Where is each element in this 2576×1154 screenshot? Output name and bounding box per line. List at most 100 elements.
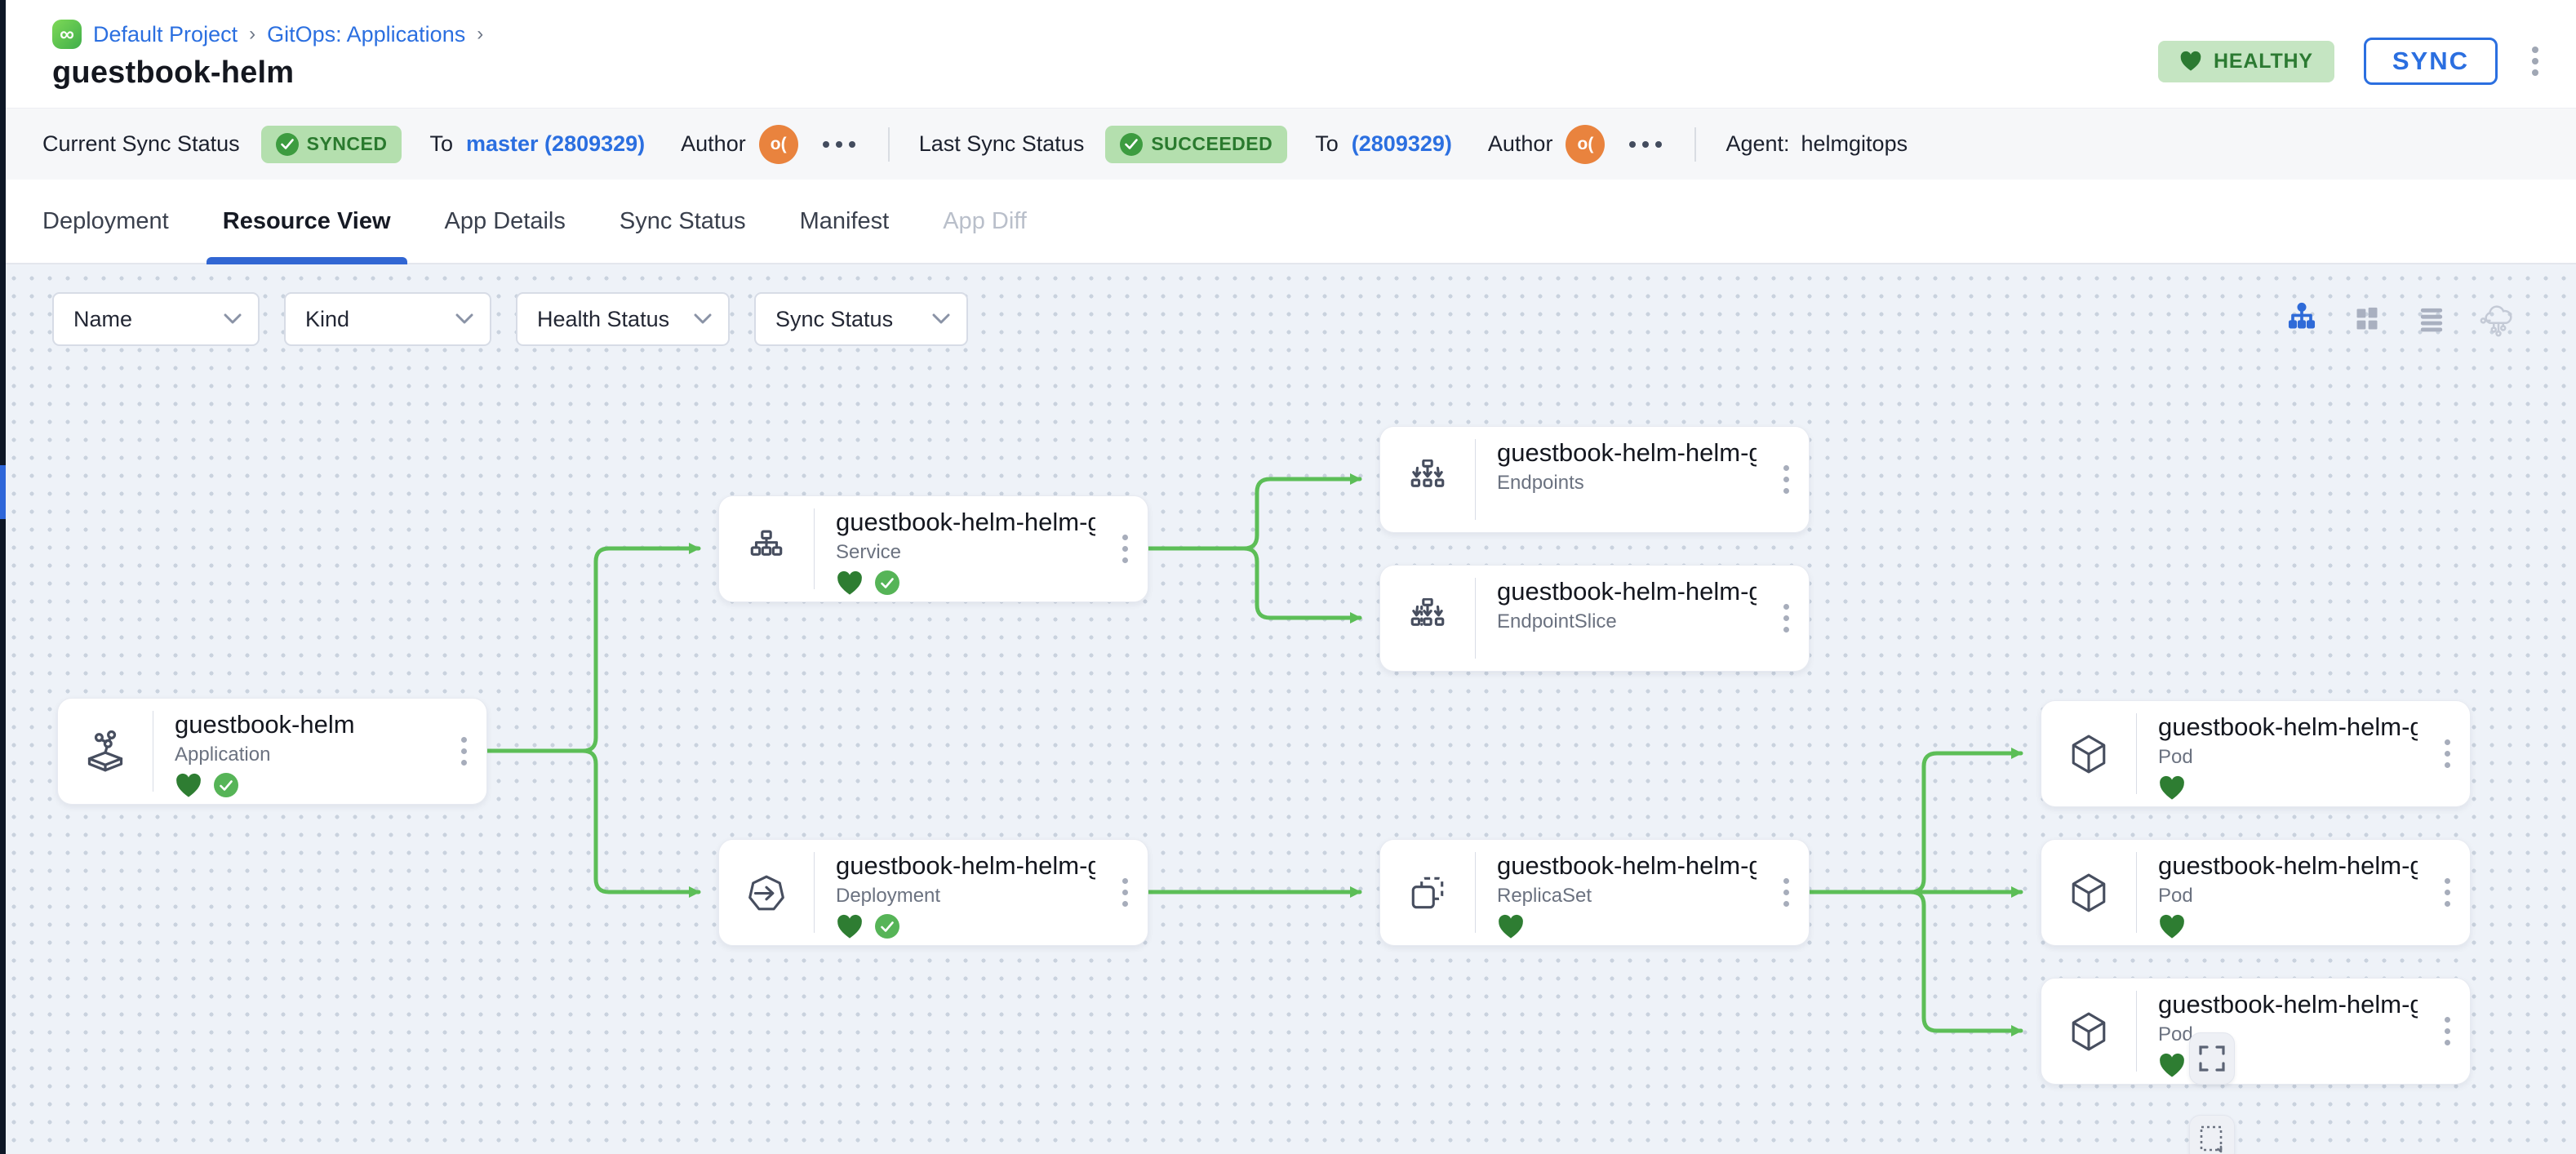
graph-edges [485,473,2023,1036]
node-title: guestbook-helm-helm-g... [836,851,1095,880]
breadcrumb-applications-link[interactable]: GitOps: Applications [267,21,466,47]
node-kebab-menu-icon[interactable] [2424,840,2470,945]
kebab-menu-icon[interactable] [2527,42,2543,81]
filter-sync-status-dropdown[interactable]: Sync Status [754,292,968,346]
node-kebab-menu-icon[interactable] [2424,979,2470,1084]
tab-app-details[interactable]: App Details [444,207,566,234]
tab-app-diff[interactable]: App Diff [943,207,1027,234]
node-kind: Endpoints [1497,472,1584,494]
filter-kind-dropdown[interactable]: Kind [284,292,491,346]
collapsed-sidebar[interactable] [0,0,6,1154]
tab-sync-status[interactable]: Sync Status [619,207,746,234]
agent-label: Agent: [1725,131,1790,156]
succeeded-badge: SUCCEEDED [1105,125,1288,163]
marquee-select-icon [2200,1125,2223,1153]
healthy-heart-icon [176,773,201,797]
app-status-bar: Current Sync Status SYNCED To master (28… [0,108,2576,180]
node-kebab-menu-icon[interactable] [1763,566,1809,671]
filter-label: Kind [305,306,350,331]
cloud-view-icon[interactable] [2480,300,2517,338]
node-kebab-menu-icon[interactable] [1763,840,1809,945]
node-title: guestbook-helm-helm-g... [1497,577,1757,606]
node-pod[interactable]: guestbook-helm-helm-g... Pod [2041,700,2471,807]
marquee-select-button[interactable] [2189,1115,2235,1154]
filter-row: Name Kind Health Status Sync Status [52,292,968,346]
node-title: guestbook-helm-helm-g... [2158,851,2418,880]
node-replicaset[interactable]: guestbook-helm-helm-g... ReplicaSet [1379,839,1810,946]
check-circle-icon [275,132,299,156]
divider [1694,126,1697,162]
node-pod[interactable]: guestbook-helm-helm-g... Pod [2041,839,2471,946]
tab-manifest[interactable]: Manifest [799,207,890,234]
application-icon [58,699,153,804]
tab-deployment[interactable]: Deployment [42,207,169,234]
filter-label: Health Status [537,306,670,331]
node-kind: Deployment [836,885,941,907]
succeeded-badge-label: SUCCEEDED [1151,133,1273,154]
synced-check-icon [875,914,899,939]
node-title: guestbook-helm-helm-g... [1497,438,1757,467]
last-sync-label: Last Sync Status [918,131,1085,156]
chevron-down-icon [455,313,473,324]
grid-view-icon[interactable] [2351,303,2383,335]
node-endpointslice[interactable]: guestbook-helm-helm-g... EndpointSlice [1379,565,1810,672]
fit-to-screen-button[interactable] [2189,1032,2235,1085]
node-kind: Pod [2158,746,2193,768]
sync-button[interactable]: SYNC [2363,38,2498,85]
filter-health-status-dropdown[interactable]: Health Status [516,292,730,346]
current-sync-label: Current Sync Status [42,131,240,156]
node-deployment[interactable]: guestbook-helm-helm-g... Deployment [718,839,1148,946]
node-application[interactable]: guestbook-helm Application [57,698,487,805]
agent-value: helmgitops [1801,131,1908,156]
health-badge-label: HEALTHY [2214,49,2313,73]
node-title: guestbook-helm-helm-g... [836,508,1095,536]
node-kebab-menu-icon[interactable] [1102,840,1148,945]
last-commit-link[interactable]: (2809329) [1351,131,1452,156]
divider [1475,852,1476,933]
to-label: To [1315,131,1339,156]
resource-graph-canvas[interactable]: Name Kind Health Status Sync Status [0,264,2576,1154]
divider [1475,439,1476,520]
filter-label: Sync Status [775,306,894,331]
node-service[interactable]: guestbook-helm-helm-g... Service [718,495,1148,602]
more-commit-info-icon[interactable] [1626,138,1665,151]
breadcrumb: ∞ Default Project › GitOps: Applications… [52,0,2576,49]
filter-label: Name [73,306,133,331]
node-kebab-menu-icon[interactable] [441,699,486,804]
synced-badge-label: SYNCED [306,133,388,154]
node-kebab-menu-icon[interactable] [1763,427,1809,532]
list-view-icon[interactable] [2414,302,2449,336]
node-endpoints[interactable]: guestbook-helm-helm-g... Endpoints [1379,426,1810,533]
node-kebab-menu-icon[interactable] [2424,701,2470,806]
synced-check-icon [214,773,238,797]
filter-name-dropdown[interactable]: Name [52,292,260,346]
tab-resource-view[interactable]: Resource View [206,180,407,264]
author-avatar[interactable]: o( [1566,124,1606,164]
node-kind: EndpointSlice [1497,610,1617,632]
author-avatar[interactable]: o( [758,124,798,164]
page-header: ∞ Default Project › GitOps: Applications… [0,0,2576,108]
node-title: guestbook-helm [175,710,355,739]
tree-view-icon[interactable] [2284,301,2320,337]
chevron-down-icon [224,313,242,324]
codefresh-logo-icon: ∞ [52,20,82,49]
node-kind: Pod [2158,1023,2193,1045]
more-commit-info-icon[interactable] [819,138,859,151]
node-kebab-menu-icon[interactable] [1102,496,1148,601]
breadcrumb-project-link[interactable]: Default Project [93,21,238,47]
replicaset-icon [1380,840,1475,945]
node-title: guestbook-helm-helm-g... [2158,712,2418,741]
divider [814,852,815,933]
divider [814,508,815,589]
deployment-icon [719,840,814,945]
expand-icon [2199,1045,2225,1072]
current-commit-link[interactable]: master (2809329) [466,131,646,156]
pod-icon [2041,979,2136,1084]
sidebar-active-indicator [0,465,6,519]
heart-icon [2180,51,2201,71]
node-pod[interactable]: guestbook-helm-helm-g... Pod [2041,978,2471,1085]
divider [2136,713,2137,794]
node-title: guestbook-helm-helm-g... [1497,851,1757,880]
healthy-heart-icon [1499,914,1523,939]
author-label: Author [681,131,746,156]
